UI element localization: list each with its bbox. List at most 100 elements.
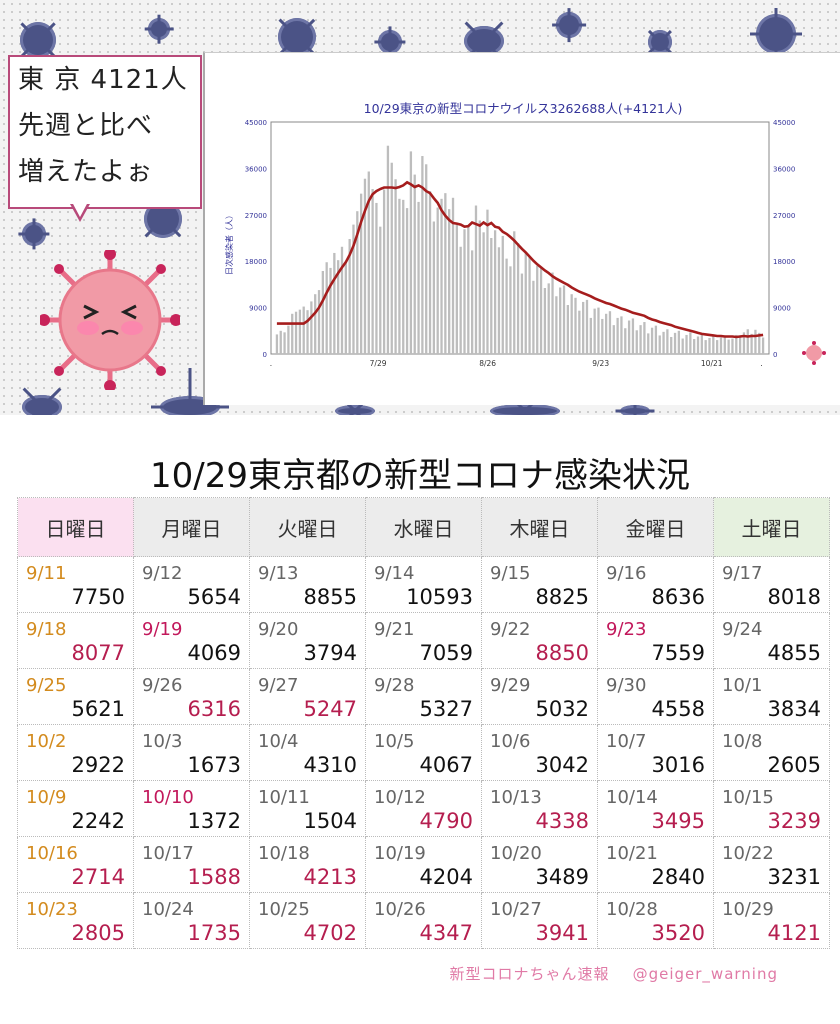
- day-case-count: 2714: [71, 865, 125, 889]
- daily-cases-chart: 10/29東京の新型コロナウイルス3262688人(+4121人) 日次感染者（…: [224, 101, 795, 368]
- day-case-count: 3231: [767, 865, 821, 889]
- day-date: 10/5: [374, 731, 415, 752]
- day-cell: 9/25 5621: [17, 668, 134, 725]
- virus-icon: [756, 14, 796, 54]
- day-date: 10/13: [490, 787, 542, 808]
- daily-bar: [478, 220, 481, 354]
- day-cell: 10/14 3495: [597, 780, 714, 837]
- day-date: 10/11: [258, 787, 310, 808]
- day-date: 10/29: [722, 899, 774, 920]
- y-tick-label: 0: [773, 351, 777, 359]
- weekday-header: 火曜日: [249, 497, 366, 557]
- daily-bar: [516, 243, 520, 354]
- day-date: 9/11: [26, 563, 67, 584]
- day-date: 9/14: [374, 563, 415, 584]
- daily-bar: [501, 235, 504, 354]
- day-cell: 9/24 4855: [713, 612, 830, 669]
- y-tick-label: 18000: [245, 258, 267, 266]
- daily-bar: [375, 202, 378, 354]
- day-cell: 10/15 3239: [713, 780, 830, 837]
- day-cell: 9/30 4558: [597, 668, 714, 725]
- daily-bar: [329, 267, 332, 354]
- day-date: 9/20: [258, 619, 299, 640]
- y-tick-label: 36000: [773, 165, 795, 173]
- daily-bar: [448, 209, 451, 354]
- day-case-count: 1673: [187, 753, 241, 777]
- daily-bar: [513, 231, 516, 354]
- daily-bar: [574, 297, 577, 354]
- daily-bar: [654, 325, 658, 354]
- footer-credit: 新型コロナちゃん速報 @geiger_warning: [450, 963, 779, 984]
- daily-bar: [314, 294, 317, 354]
- daily-bar: [279, 330, 282, 354]
- day-date: 9/12: [142, 563, 183, 584]
- day-case-count: 3794: [303, 641, 357, 665]
- day-cell: 9/20 3794: [249, 612, 366, 669]
- daily-bar: [398, 198, 401, 354]
- virus-icon: [556, 12, 582, 38]
- x-ticks: . 7/29 8/26 9/23 10/21.: [270, 359, 763, 368]
- weekday-header: 水曜日: [365, 497, 482, 557]
- daily-bar: [497, 247, 501, 354]
- day-cell: 9/11 7750: [17, 556, 134, 613]
- day-case-count: 4310: [303, 753, 357, 777]
- day-case-count: 4558: [651, 697, 705, 721]
- daily-bar: [689, 332, 692, 354]
- daily-bar: [444, 193, 447, 354]
- day-case-count: 5654: [187, 585, 241, 609]
- day-case-count: 5621: [71, 697, 125, 721]
- daily-bar: [486, 209, 489, 354]
- y-ticks-left: 0 9000 18000 27000 36000 45000: [245, 119, 267, 359]
- day-case-count: 3042: [535, 753, 589, 777]
- day-cell: 9/13 8855: [249, 556, 366, 613]
- day-cell: 10/3 1673: [133, 724, 250, 781]
- weekly-case-table: 日曜日 月曜日 火曜日 水曜日 木曜日 金曜日 土曜日 9/11 7750 9/12…: [17, 497, 830, 949]
- virus-icon: [378, 30, 402, 54]
- day-date: 9/27: [258, 675, 299, 696]
- day-case-count: 2840: [651, 865, 705, 889]
- day-case-count: 2805: [71, 921, 125, 945]
- day-case-count: 8850: [535, 641, 589, 665]
- day-cell: 10/17 1588: [133, 836, 250, 893]
- day-cell: 10/8 2605: [713, 724, 830, 781]
- day-date: 10/3: [142, 731, 183, 752]
- day-case-count: 3239: [767, 809, 821, 833]
- virus-icon: [278, 18, 316, 56]
- day-case-count: 2242: [71, 809, 125, 833]
- table-title: 10/29東京都の新型コロナ感染状況: [150, 456, 690, 496]
- daily-bar: [662, 331, 665, 354]
- day-case-count: 3016: [651, 753, 705, 777]
- day-date: 10/1: [722, 675, 763, 696]
- daily-bar: [570, 294, 573, 354]
- daily-bar: [566, 305, 569, 354]
- daily-bar: [298, 309, 302, 354]
- y-tick-label: 0: [263, 351, 267, 359]
- daily-bar: [451, 197, 455, 354]
- daily-bar: [578, 310, 581, 354]
- daily-bar: [405, 208, 409, 354]
- day-cell: 10/22 3231: [713, 836, 830, 893]
- day-case-count: 2605: [767, 753, 821, 777]
- day-case-count: 4855: [767, 641, 821, 665]
- y-tick-label: 9000: [249, 305, 267, 313]
- daily-bar: [758, 332, 761, 354]
- day-date: 10/22: [722, 843, 774, 864]
- day-date: 10/17: [142, 843, 194, 864]
- daily-bar: [738, 336, 742, 354]
- daily-bar: [735, 334, 738, 354]
- footer-brand: 新型コロナちゃん速報: [449, 965, 610, 983]
- daily-bar: [371, 189, 374, 354]
- day-cell: 10/19 4204: [365, 836, 482, 893]
- daily-bar: [505, 258, 508, 354]
- daily-bar: [532, 280, 535, 354]
- daily-bar: [719, 337, 723, 354]
- virus-icon: [620, 405, 650, 417]
- day-cell: 10/12 4790: [365, 780, 482, 837]
- y-tick-label: 9000: [773, 305, 791, 313]
- day-cell: 9/14 10593: [365, 556, 482, 613]
- daily-bar: [413, 174, 416, 354]
- daily-bar: [536, 265, 539, 354]
- day-date: 10/10: [142, 787, 194, 808]
- daily-bar: [620, 316, 623, 354]
- day-cell: 10/25 4702: [249, 892, 366, 949]
